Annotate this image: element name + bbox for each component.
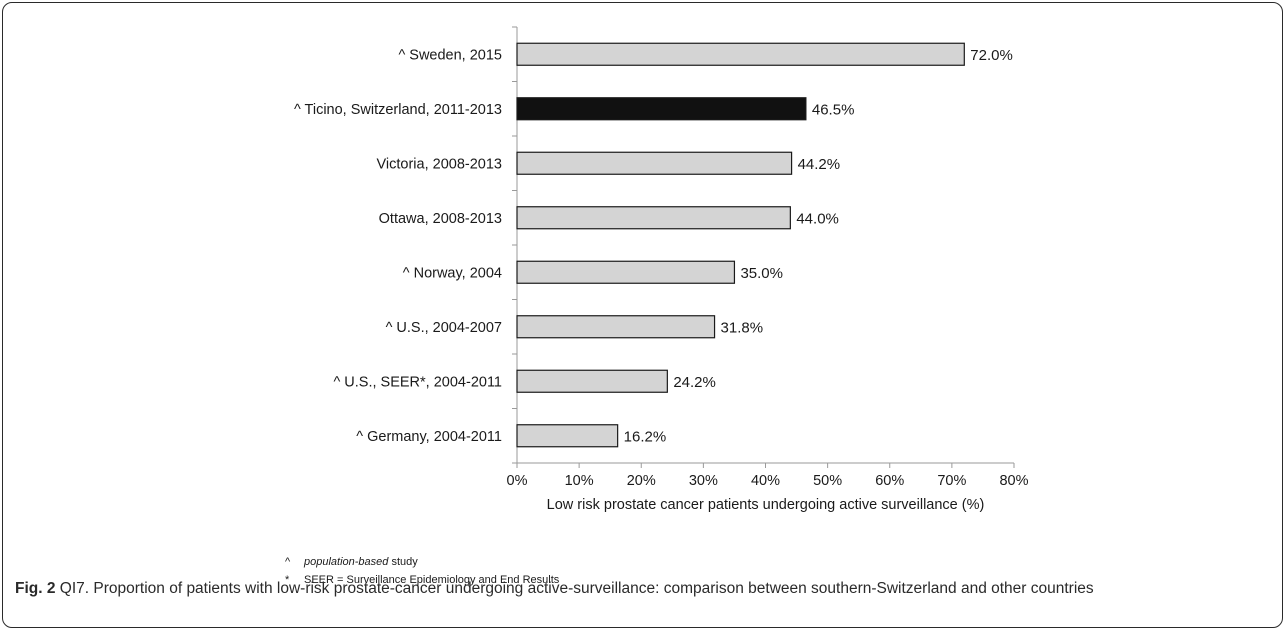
bar	[516, 151, 793, 175]
category-axis	[512, 26, 518, 464]
x-tick-label: 60%	[875, 473, 904, 489]
bar	[516, 260, 736, 284]
bar-chart: 72.0% 46.5% 44.2% 44.0% 35.0% 31.8% 24.2% 16.2%…	[294, 26, 1029, 513]
bar-highlighted	[516, 97, 807, 121]
x-tick-label: 80%	[999, 473, 1028, 489]
bar-series	[516, 42, 965, 448]
x-axis: 0% 10% 20% 30% 40% 50% 60% 70% 80%	[507, 462, 1029, 489]
category-label: ^ Sweden, 2015	[398, 47, 502, 63]
footnote-seer: * SEER = Surveillance Epidemiology and En…	[285, 571, 559, 589]
category-label: ^ U.S., 2004-2007	[386, 320, 502, 336]
data-label: 35.0%	[740, 265, 783, 282]
x-tick-label: 50%	[813, 473, 842, 489]
footnotes: ^ population-based study * SEER = Surveill…	[285, 553, 559, 589]
footnote-text: study	[388, 556, 418, 568]
footnote-population: ^ population-based study	[285, 553, 559, 571]
footnote-symbol: ^	[285, 556, 291, 568]
category-label: ^ Germany, 2004-2011	[356, 429, 502, 445]
x-tick-label: 30%	[689, 473, 718, 489]
bar	[516, 206, 791, 230]
category-label: ^ Ticino, Switzerland, 2011-2013	[294, 102, 502, 118]
data-label: 72.0%	[970, 47, 1013, 64]
x-tick-label: 20%	[627, 473, 656, 489]
bar	[516, 424, 619, 448]
x-tick-label: 70%	[937, 473, 966, 489]
x-tick-label: 40%	[751, 473, 780, 489]
footnote-emphasis: population-based	[304, 556, 389, 568]
x-tick-label: 10%	[565, 473, 594, 489]
category-label: Ottawa, 2008-2013	[379, 211, 502, 227]
data-label: 16.2%	[624, 428, 667, 445]
data-label: 24.2%	[673, 374, 716, 391]
data-label: 44.2%	[798, 156, 841, 173]
caption-text: QI7. Proportion of patients with low-ris…	[55, 580, 1094, 597]
data-label: 46.5%	[812, 101, 855, 118]
data-label: 44.0%	[796, 210, 839, 227]
bar	[516, 369, 668, 393]
bar	[516, 42, 965, 66]
figure-caption: Fig. 2 QI7. Proportion of patients with …	[15, 578, 1265, 600]
value-labels: 72.0% 46.5% 44.2% 44.0% 35.0% 31.8% 24.2% 16.2%	[624, 47, 1013, 446]
footnote-symbol: *	[285, 574, 290, 586]
category-labels: ^ Sweden, 2015 ^ Ticino, Switzerland, 201…	[294, 47, 502, 445]
x-tick-label: 0%	[507, 473, 528, 489]
category-label: Victoria, 2008-2013	[377, 156, 503, 172]
footnote-text: SEER = Surveillance Epidemiology and End…	[304, 574, 560, 586]
bar	[516, 315, 716, 339]
x-axis-title: Low risk prostate cancer patients underg…	[547, 497, 985, 513]
data-label: 31.8%	[721, 319, 764, 336]
figure-label: Fig. 2	[15, 580, 56, 597]
category-label: ^ Norway, 2004	[403, 265, 502, 281]
category-label: ^ U.S., SEER*, 2004-2011	[333, 374, 502, 390]
